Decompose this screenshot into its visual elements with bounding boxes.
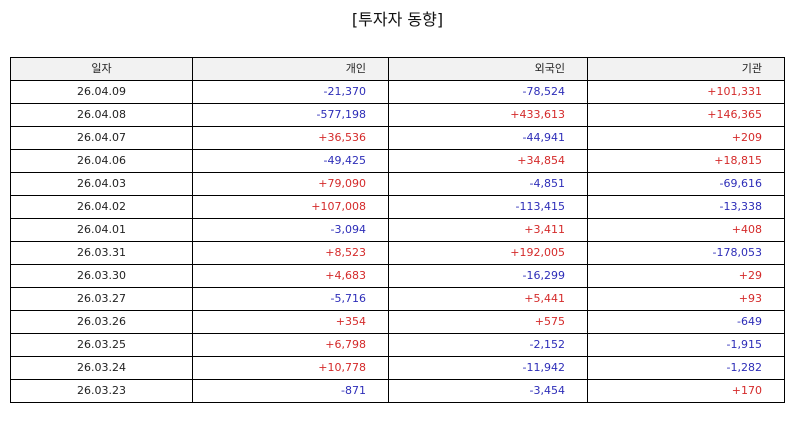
cell-institution: -178,053 [587, 241, 785, 265]
cell-foreign: +5,441 [388, 287, 588, 311]
table-row: 26.04.01 -3,094 +3,411 +408 [10, 218, 785, 242]
cell-foreign: -44,941 [388, 126, 588, 150]
table-row: 26.04.02 +107,008 -113,415 -13,338 [10, 195, 785, 219]
cell-institution: -649 [587, 310, 785, 334]
cell-foreign: -2,152 [388, 333, 588, 357]
cell-institution: -13,338 [587, 195, 785, 219]
cell-individual: +6,798 [192, 333, 389, 357]
cell-foreign: +34,854 [388, 149, 588, 173]
table-header-row: 일자 개인 외국인 기관 [10, 57, 785, 81]
table-row: 26.04.07 +36,536 -44,941 +209 [10, 126, 785, 150]
cell-date: 26.04.01 [10, 218, 193, 242]
table-row: 26.04.09 -21,370 -78,524 +101,331 [10, 80, 785, 104]
cell-institution: +93 [587, 287, 785, 311]
cell-institution: +29 [587, 264, 785, 288]
cell-institution: +408 [587, 218, 785, 242]
table-row: 26.04.08 -577,198 +433,613 +146,365 [10, 103, 785, 127]
cell-foreign: +575 [388, 310, 588, 334]
cell-institution: +18,815 [587, 149, 785, 173]
cell-institution: -1,282 [587, 356, 785, 380]
cell-date: 26.04.06 [10, 149, 193, 173]
cell-individual: +107,008 [192, 195, 389, 219]
investor-trend-table: 일자 개인 외국인 기관 26.04.09 -21,370 -78,524 +101,… [10, 57, 785, 403]
cell-date: 26.03.30 [10, 264, 193, 288]
cell-individual: -871 [192, 379, 389, 403]
cell-individual: -577,198 [192, 103, 389, 127]
cell-individual: +8,523 [192, 241, 389, 265]
cell-date: 26.03.27 [10, 287, 193, 311]
cell-foreign: -113,415 [388, 195, 588, 219]
cell-date: 26.04.09 [10, 80, 193, 104]
cell-foreign: +433,613 [388, 103, 588, 127]
cell-date: 26.03.24 [10, 356, 193, 380]
cell-foreign: -11,942 [388, 356, 588, 380]
cell-institution: -69,616 [587, 172, 785, 196]
cell-date: 26.04.07 [10, 126, 193, 150]
cell-institution: +209 [587, 126, 785, 150]
cell-institution: +146,365 [587, 103, 785, 127]
table-row: 26.03.27 -5,716 +5,441 +93 [10, 287, 785, 311]
cell-date: 26.03.23 [10, 379, 193, 403]
cell-foreign: +192,005 [388, 241, 588, 265]
cell-individual: +354 [192, 310, 389, 334]
header-foreign: 외국인 [388, 57, 588, 81]
cell-institution: +170 [587, 379, 785, 403]
cell-date: 26.03.25 [10, 333, 193, 357]
cell-individual: +36,536 [192, 126, 389, 150]
cell-individual: -21,370 [192, 80, 389, 104]
cell-date: 26.03.31 [10, 241, 193, 265]
header-date: 일자 [10, 57, 193, 81]
table-row: 26.03.25 +6,798 -2,152 -1,915 [10, 333, 785, 357]
table-body: 26.04.09 -21,370 -78,524 +101,331 26.04.08 -5… [10, 80, 785, 403]
cell-foreign: -4,851 [388, 172, 588, 196]
table-row: 26.03.23 -871 -3,454 +170 [10, 379, 785, 403]
table-row: 26.03.24 +10,778 -11,942 -1,282 [10, 356, 785, 380]
cell-foreign: +3,411 [388, 218, 588, 242]
cell-individual: -5,716 [192, 287, 389, 311]
table-row: 26.03.30 +4,683 -16,299 +29 [10, 264, 785, 288]
table-row: 26.04.06 -49,425 +34,854 +18,815 [10, 149, 785, 173]
cell-individual: -3,094 [192, 218, 389, 242]
cell-individual: +79,090 [192, 172, 389, 196]
cell-date: 26.04.03 [10, 172, 193, 196]
cell-individual: +4,683 [192, 264, 389, 288]
cell-date: 26.03.26 [10, 310, 193, 334]
cell-individual: -49,425 [192, 149, 389, 173]
header-institution: 기관 [587, 57, 785, 81]
table-row: 26.03.31 +8,523 +192,005 -178,053 [10, 241, 785, 265]
cell-institution: +101,331 [587, 80, 785, 104]
cell-foreign: -16,299 [388, 264, 588, 288]
cell-date: 26.04.02 [10, 195, 193, 219]
cell-foreign: -3,454 [388, 379, 588, 403]
table-row: 26.03.26 +354 +575 -649 [10, 310, 785, 334]
cell-date: 26.04.08 [10, 103, 193, 127]
cell-institution: -1,915 [587, 333, 785, 357]
cell-individual: +10,778 [192, 356, 389, 380]
header-individual: 개인 [192, 57, 389, 81]
cell-foreign: -78,524 [388, 80, 588, 104]
page-title: [투자자 동향] [351, 10, 444, 29]
table-row: 26.04.03 +79,090 -4,851 -69,616 [10, 172, 785, 196]
